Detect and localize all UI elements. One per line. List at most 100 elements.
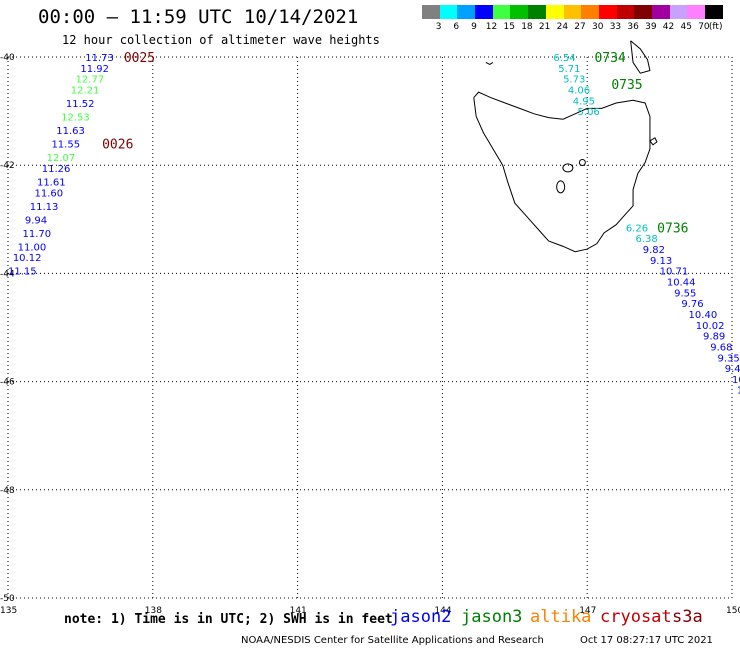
swh-value-label: 11.52 [66,99,95,110]
color-scale-label: 18 [521,22,533,32]
swh-value-label: 10.40 [689,310,718,321]
latitude-tick-label: -42 [0,161,15,171]
color-scale-swatch [598,5,617,19]
color-scale-label: 6 [453,22,460,32]
swh-value-label: 9.68 [710,342,732,353]
color-scale-swatch [545,5,564,19]
swh-value-label: 9.43 [725,364,740,375]
swh-value-label: 12.07 [47,153,76,164]
latitude-tick-label: -50 [0,594,15,604]
color-scale-label: 12 [485,22,498,32]
color-scale-label: 30 [592,22,604,32]
pass-time-label: 0026 [102,138,133,153]
swh-value-label: 10 [737,386,740,397]
color-scale-label: 39 [645,22,657,32]
swh-value-label: 4.95 [573,96,595,107]
swh-value-label: 11.00 [18,242,47,253]
legend-entry-jason2: jason2 [390,607,452,627]
longitude-tick-label: 135 [0,606,17,616]
legend-entry-altika: altika [530,607,592,627]
swh-value-label: 12.21 [71,85,100,96]
swh-value-label: 11.55 [51,140,80,151]
longitude-tick-label: 144 [434,606,451,616]
page-subtitle: 12 hour collection of altimeter wave hei… [62,33,380,47]
lake-outline [578,158,586,166]
longitude-tick-label: 150 [726,606,740,616]
latitude-tick-label: -46 [0,378,15,388]
swh-value-label: 9.76 [681,299,703,310]
longitude-tick-label: 141 [290,606,307,616]
swh-value-label: 9.94 [25,215,47,226]
pass-time-label: 0736 [657,221,688,236]
color-scale-label: 33 [609,22,622,32]
legend-entry-s3a: s3a [672,607,703,627]
color-scale-labels: 3 6 9 12 15 18 21 24 27 30 33 36 39 42 45 70 (ft) [422,22,740,34]
color-scale-swatch [687,5,705,19]
swh-value-label: 11.13 [30,202,59,213]
color-scale-swatch [475,5,493,19]
credit-text: NOAA/NESDIS Center for Satellite Applica… [241,635,544,646]
color-scale-swatch [669,5,688,19]
swh-value-label: 12.53 [61,113,90,124]
color-scale-swatch [634,5,652,19]
swh-value-label: 9.55 [674,288,696,299]
swh-value-label: 11.15 [8,267,37,278]
pass-time-label: 0735 [611,78,642,93]
color-scale-swatch [457,5,476,19]
color-scale-swatch [528,5,546,19]
swh-value-label: 4.06 [568,85,590,96]
swh-value-label: 10.12 [13,253,42,264]
pass-time-label: 0025 [124,51,155,66]
swh-value-label: 10.02 [696,321,725,332]
color-scale-swatch [563,5,582,19]
lake-outline [562,163,574,173]
latitude-tick-label: -48 [0,486,15,496]
legend-entry-cryosat: cryosat [600,607,672,627]
swh-value-label: 10.71 [660,267,689,278]
generated-timestamp: Oct 17 08:27:17 UTC 2021 [580,635,713,646]
tasmania-coastline [473,91,651,253]
footer-note: note: 1) Time is in UTC; 2) SWH is in fe… [64,612,393,627]
swh-value-label: 6.38 [635,234,657,245]
swh-value-label: 10. [732,375,740,386]
swh-value-label: 11.60 [35,188,64,199]
color-scale-label: 21 [538,22,551,32]
swh-value-label: 9.13 [650,256,672,267]
longitude-tick-label: 138 [145,606,162,616]
swh-value-label: 11.61 [37,177,66,188]
swh-value-label: 9.35 [718,353,740,364]
swh-value-label: 9.89 [703,332,725,343]
page-title: 00:00 – 11:59 UTC 10/14/2021 [38,6,359,28]
swh-value-label: 5.71 [558,64,580,75]
lake-outline [556,180,566,194]
swh-value-label: 6.26 [626,223,648,234]
color-scale-swatch [581,5,599,19]
swh-value-label: 11.73 [85,53,114,64]
swh-value-label: 12.77 [76,75,105,86]
color-scale-label: 9 [471,22,477,32]
swh-value-label: 5.73 [563,75,585,86]
color-scale-swatch [616,5,635,19]
color-scale-swatch [439,5,458,19]
swh-value-label: 11.70 [22,229,51,240]
color-scale-label: 70 [698,22,710,32]
color-scale-swatch [492,5,511,19]
color-scale-unit: (ft) [708,22,723,32]
color-scale-swatch [651,5,670,19]
color-scale-label: 42 [662,22,675,32]
color-scale-swatch [705,5,723,19]
color-scale-swatch [422,5,440,19]
swh-value-label: 9.82 [643,245,665,256]
schouten-island-coastline [649,137,658,146]
swh-value-label: 6.54 [553,53,575,64]
color-scale-label: 45 [680,22,692,32]
swh-value-label: 11.92 [80,64,109,75]
swh-value-label: 10.44 [667,278,696,289]
pass-time-label: 0734 [594,51,625,66]
color-scale-label: 36 [627,22,639,32]
king-island-coastline [485,61,494,65]
longitude-tick-label: 147 [579,606,596,616]
color-scale-label: 24 [556,22,569,32]
color-scale-label: 3 [435,22,442,32]
